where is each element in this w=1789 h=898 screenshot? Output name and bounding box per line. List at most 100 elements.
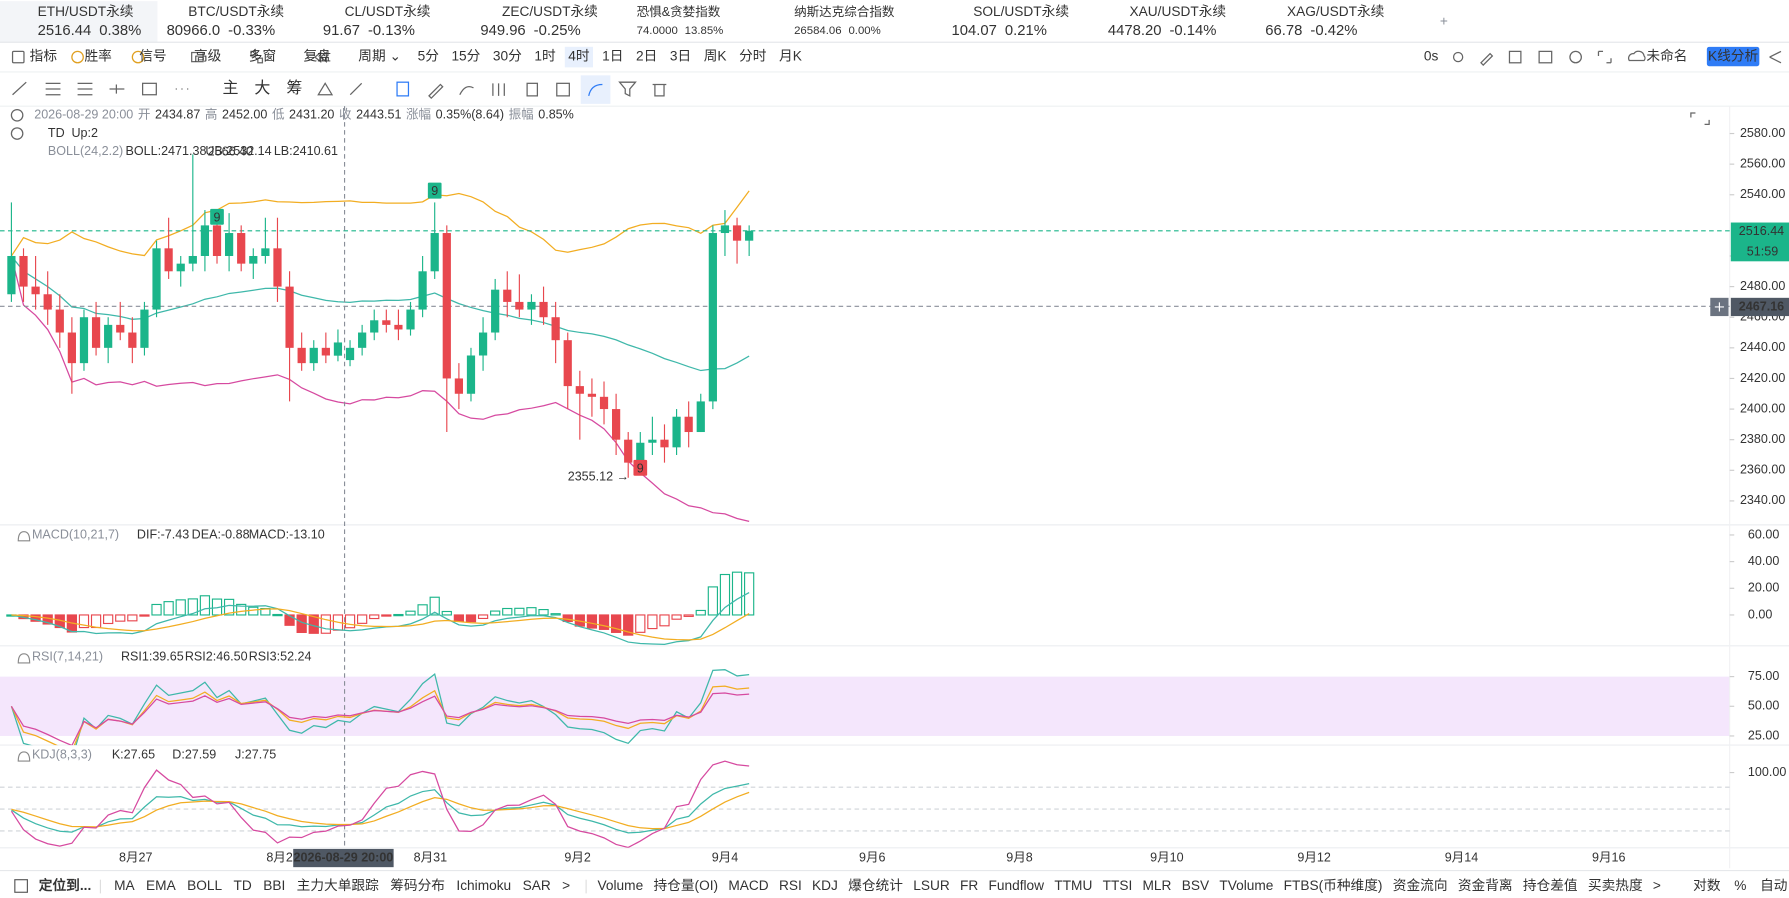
tool[interactable]: 信号: [139, 49, 166, 64]
icon[interactable]: [250, 50, 257, 57]
toggle[interactable]: [10, 127, 24, 140]
icon-active[interactable]: [580, 75, 611, 104]
draw-label[interactable]: 筹: [286, 79, 302, 97]
tab-symbol[interactable]: ZEC/USDT永续: [502, 4, 598, 19]
tab-symbol[interactable]: BTC/USDT永续: [188, 4, 284, 19]
icon[interactable]: [556, 82, 570, 97]
icon[interactable]: [526, 82, 539, 97]
period[interactable]: 5分: [418, 49, 440, 64]
period[interactable]: 1日: [602, 49, 623, 64]
icon[interactable]: [313, 51, 327, 63]
sub-indicator[interactable]: 爆仓统计: [848, 878, 903, 893]
main-indicator[interactable]: MA: [114, 878, 135, 893]
icon[interactable]: [1597, 50, 1612, 64]
icon[interactable]: [317, 82, 363, 96]
icon[interactable]: [1480, 52, 1494, 66]
sub-indicator[interactable]: 资金流向: [1393, 878, 1448, 893]
icon[interactable]: [1508, 50, 1522, 64]
period[interactable]: 15分: [451, 49, 480, 64]
icon[interactable]: [396, 81, 410, 97]
analysis-button[interactable]: [1706, 46, 1760, 67]
sub-indicator[interactable]: >: [1653, 878, 1661, 893]
tool[interactable]: 高级: [194, 48, 222, 64]
draw-label[interactable]: 主: [222, 79, 238, 97]
icon[interactable]: [12, 81, 125, 96]
sub-indicator[interactable]: Volume: [598, 878, 644, 893]
sub-indicator[interactable]: BSV: [1182, 878, 1210, 893]
toggle[interactable]: [10, 108, 24, 122]
expand[interactable]: [1690, 112, 1710, 126]
axis-option[interactable]: 自动: [1760, 878, 1787, 893]
tool[interactable]: 指标: [30, 49, 58, 64]
tool[interactable]: 多窗: [249, 48, 276, 64]
period[interactable]: 周K: [704, 49, 727, 64]
axis-option[interactable]: %: [1734, 878, 1746, 893]
add-tab[interactable]: +: [1440, 13, 1448, 28]
candle-body: [116, 324, 125, 333]
main-indicator[interactable]: Ichimoku: [456, 878, 511, 893]
sub-indicator[interactable]: MLR: [1143, 878, 1172, 893]
period[interactable]: 4时: [568, 49, 590, 64]
sub-indicator[interactable]: LSUR: [913, 878, 950, 893]
draw-label[interactable]: 大: [254, 79, 270, 97]
period[interactable]: 3日: [670, 49, 691, 64]
period[interactable]: 2日: [636, 49, 657, 64]
main-indicator[interactable]: BOLL: [187, 878, 222, 893]
main-indicator[interactable]: BBI: [263, 878, 285, 893]
icon[interactable]: [588, 83, 603, 97]
main-indicator[interactable]: TD: [234, 878, 252, 893]
sub-indicator[interactable]: 持仓量(OI): [653, 878, 718, 893]
icon[interactable]: [257, 57, 264, 64]
sub-indicator[interactable]: TTSI: [1103, 878, 1133, 893]
main-indicator[interactable]: 筹码分布: [390, 877, 445, 893]
tab-symbol[interactable]: SOL/USDT永续: [973, 4, 1069, 19]
main-indicator[interactable]: 主力大单跟踪: [297, 878, 379, 893]
icon[interactable]: [11, 50, 25, 64]
macd-bar: [30, 614, 41, 622]
tab-symbol[interactable]: 纳斯达克综合指数: [794, 5, 895, 19]
tab-symbol[interactable]: ETH/USDT永续: [38, 4, 134, 19]
layout-name[interactable]: 未命名: [1646, 48, 1687, 64]
analysis-label[interactable]: K线分析: [1708, 49, 1759, 64]
icon[interactable]: [1538, 50, 1553, 64]
axis-option[interactable]: 对数: [1693, 878, 1721, 893]
sub-indicator[interactable]: 持仓差值: [1523, 878, 1578, 893]
main-indicator[interactable]: SAR: [523, 878, 551, 893]
tab-symbol[interactable]: XAG/USDT永续: [1287, 4, 1385, 19]
period[interactable]: 30分: [493, 49, 522, 64]
tab-symbol[interactable]: 恐惧&贪婪指数: [637, 4, 721, 19]
period[interactable]: 1时: [534, 49, 556, 64]
icon[interactable]: [1769, 50, 1782, 64]
icon[interactable]: [1452, 51, 1464, 63]
period[interactable]: 月K: [779, 49, 802, 64]
icon[interactable]: [618, 81, 667, 97]
sub-indicator[interactable]: TVolume: [1219, 878, 1273, 893]
sub-indicator[interactable]: KDJ: [812, 878, 838, 893]
tool[interactable]: 复盘: [304, 48, 332, 64]
icon[interactable]: [191, 51, 204, 63]
period[interactable]: 分时: [739, 49, 767, 64]
tool[interactable]: 胜率: [84, 48, 111, 64]
icon[interactable]: [1569, 50, 1582, 64]
icon[interactable]: [141, 82, 157, 96]
icon[interactable]: [492, 83, 505, 96]
sub-indicator[interactable]: Fundflow: [989, 878, 1045, 893]
tab-symbol[interactable]: XAU/USDT永续: [1130, 4, 1227, 19]
sub-indicator[interactable]: FR: [960, 878, 978, 893]
locate[interactable]: 定位到...: [39, 877, 91, 893]
tool[interactable]: 周期 ⌄: [358, 49, 401, 64]
icon[interactable]: [71, 50, 84, 64]
active-tab[interactable]: [0, 1, 158, 43]
tab-symbol[interactable]: CL/USDT永续: [345, 4, 431, 19]
sub-indicator[interactable]: 买卖热度: [1588, 878, 1643, 893]
sub-indicator[interactable]: 资金背离: [1458, 877, 1513, 893]
main-indicator[interactable]: EMA: [146, 878, 177, 893]
sub-indicator[interactable]: TTMU: [1054, 878, 1092, 893]
icon[interactable]: [1628, 50, 1646, 62]
sub-indicator[interactable]: FTBS(币种维度): [1284, 878, 1383, 893]
sub-indicator[interactable]: MACD: [728, 878, 768, 893]
icon[interactable]: [131, 50, 145, 64]
sub-indicator[interactable]: RSI: [779, 878, 802, 893]
main-indicator[interactable]: >: [562, 878, 570, 893]
icon[interactable]: [428, 83, 474, 100]
